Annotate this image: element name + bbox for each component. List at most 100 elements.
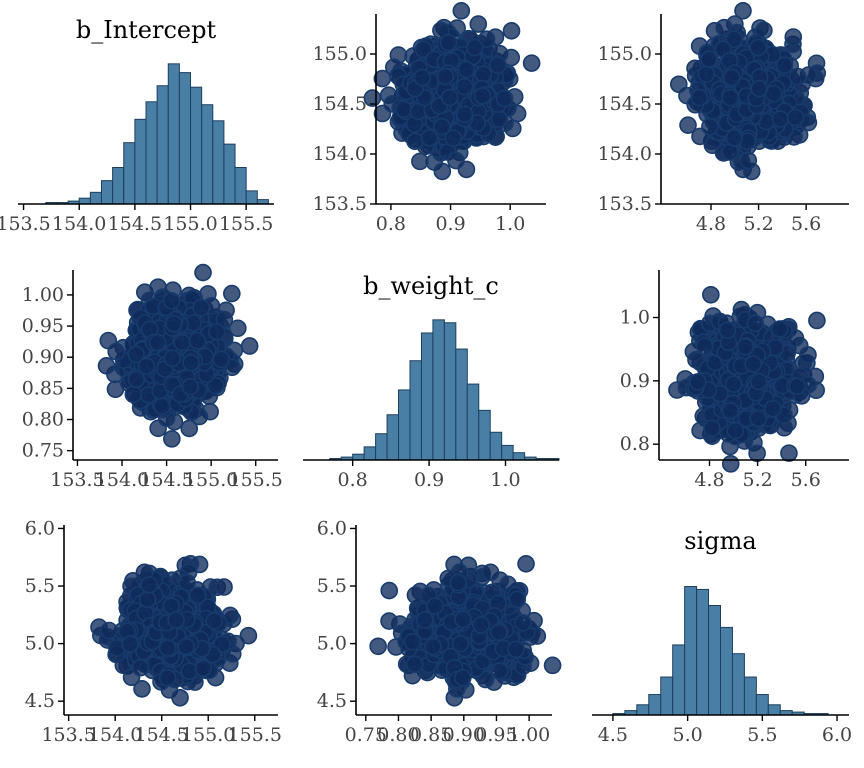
scatter-point — [481, 563, 500, 582]
scatter-point — [205, 612, 223, 630]
y-tick-label: 0.9 — [620, 370, 650, 392]
scatter-point — [447, 151, 465, 170]
scatter-point — [413, 68, 432, 87]
hist-bar — [363, 446, 377, 461]
x-tick-label: 5.2 — [742, 469, 772, 491]
scatter-point — [718, 321, 737, 340]
hist-bar — [123, 142, 136, 205]
y-tick-label: 0.85 — [22, 377, 64, 399]
hist-bar — [478, 409, 491, 461]
scatter-point — [477, 30, 496, 48]
y-tick-label: 6.0 — [317, 517, 347, 539]
hist-bar — [743, 676, 757, 716]
panel-scatter-b_Intercept-vs-b_weight_c: 0.750.800.850.900.951.00153.5154.0154.51… — [22, 263, 283, 491]
scatter-point — [380, 612, 398, 630]
scatter-point — [695, 337, 714, 355]
hist-bar — [443, 322, 457, 461]
scatter-point — [189, 586, 207, 605]
hist-bar — [134, 118, 147, 205]
panel-scatter-b_weight_c-vs-sigma: 4.55.05.56.00.750.800.850.900.951.00 — [317, 517, 562, 746]
hist-bar — [684, 586, 698, 716]
scatter-point — [455, 105, 474, 124]
scatter-point — [744, 355, 762, 373]
x-tick-label: 1.0 — [495, 213, 525, 235]
scatter-point — [724, 375, 743, 393]
y-tick-label: 154.5 — [313, 93, 367, 115]
x-tick-label: 4.8 — [696, 213, 726, 235]
hist-bar — [731, 653, 745, 716]
scatter-point — [514, 614, 532, 632]
scatter-point — [163, 430, 181, 448]
y-tick-label: 1.0 — [620, 307, 650, 329]
scatter-point — [697, 65, 716, 84]
hist-bar — [648, 694, 662, 716]
hist-bar — [234, 167, 247, 205]
x-tick-label: 155.0 — [163, 213, 217, 235]
y-tick-label: 4.5 — [25, 690, 55, 712]
scatter-point — [808, 311, 826, 330]
hist-bar — [696, 588, 710, 716]
scatter-point — [394, 100, 413, 118]
scatter-point — [474, 65, 493, 84]
hist-bar — [636, 704, 650, 716]
scatter-point — [424, 637, 442, 656]
scatter-point — [489, 56, 507, 74]
scatter-point — [436, 67, 455, 86]
panel-title: sigma — [684, 527, 756, 555]
scatter-point — [411, 152, 429, 171]
scatter-point — [789, 67, 807, 86]
scatter-point — [669, 75, 688, 94]
scatter-point — [721, 88, 740, 107]
panel-title: b_weight_c — [363, 272, 499, 300]
scatter-point — [121, 635, 139, 653]
scatter-point — [444, 129, 463, 147]
scatter-point — [799, 346, 817, 364]
hist-bar — [386, 414, 400, 461]
scatter-point — [182, 353, 200, 372]
scatter-point — [508, 590, 527, 609]
scatter-point — [369, 637, 387, 656]
scatter-point — [466, 38, 484, 57]
scatter-point — [748, 444, 766, 463]
x-tick-label: 154.5 — [108, 213, 162, 235]
panel-hist-b_Intercept: b_Intercept 153.5 154.0 154.5 155.0 155.5 — [0, 16, 274, 235]
hist-bar — [78, 197, 91, 205]
scatter-point — [173, 333, 191, 352]
scatter-point — [502, 22, 521, 40]
x-tick-label: 1.00 — [508, 724, 550, 746]
y-tick-label: 154.0 — [313, 143, 367, 165]
hist-bar — [455, 348, 468, 461]
scatter-point — [97, 357, 116, 375]
x-tick-label: 5.6 — [791, 469, 821, 491]
y-tick-label: 6.0 — [25, 517, 55, 539]
scatter-point — [426, 597, 444, 615]
x-tick-label: 1.0 — [490, 469, 520, 491]
scatter-point — [690, 88, 709, 107]
scatter-point — [240, 337, 259, 355]
panel-scatter-b_weight_c-vs-b_Intercept: 153.5 154.0 154.5 155.0 0.8 0.9 1.0 — [313, 2, 546, 235]
scatter-point — [127, 370, 146, 389]
x-tick-label: 5.0 — [673, 724, 703, 746]
scatter-point — [165, 314, 183, 333]
hist-bar — [100, 180, 114, 205]
y-tick-label: 1.00 — [22, 284, 64, 306]
scatter-point — [457, 60, 476, 79]
scatter-point — [406, 655, 424, 674]
hist-bar — [489, 431, 503, 461]
scatter-point — [700, 50, 718, 69]
hist-bar — [167, 63, 180, 205]
hist-bar — [223, 143, 236, 205]
x-tick-label: 0.8 — [376, 213, 406, 235]
panel-title: b_Intercept — [76, 16, 217, 44]
hist-bar — [512, 452, 526, 461]
scatter-point — [786, 108, 805, 127]
scatter-point — [749, 372, 768, 391]
hist-bar — [89, 191, 102, 205]
scatter-point — [721, 402, 740, 420]
scatter-point — [177, 637, 196, 656]
y-tick-label: 5.0 — [317, 633, 347, 655]
scatter-point — [689, 373, 707, 391]
x-tick-label: 155.5 — [228, 724, 282, 746]
y-tick-label: 5.0 — [25, 633, 55, 655]
scatter-point — [107, 342, 126, 361]
